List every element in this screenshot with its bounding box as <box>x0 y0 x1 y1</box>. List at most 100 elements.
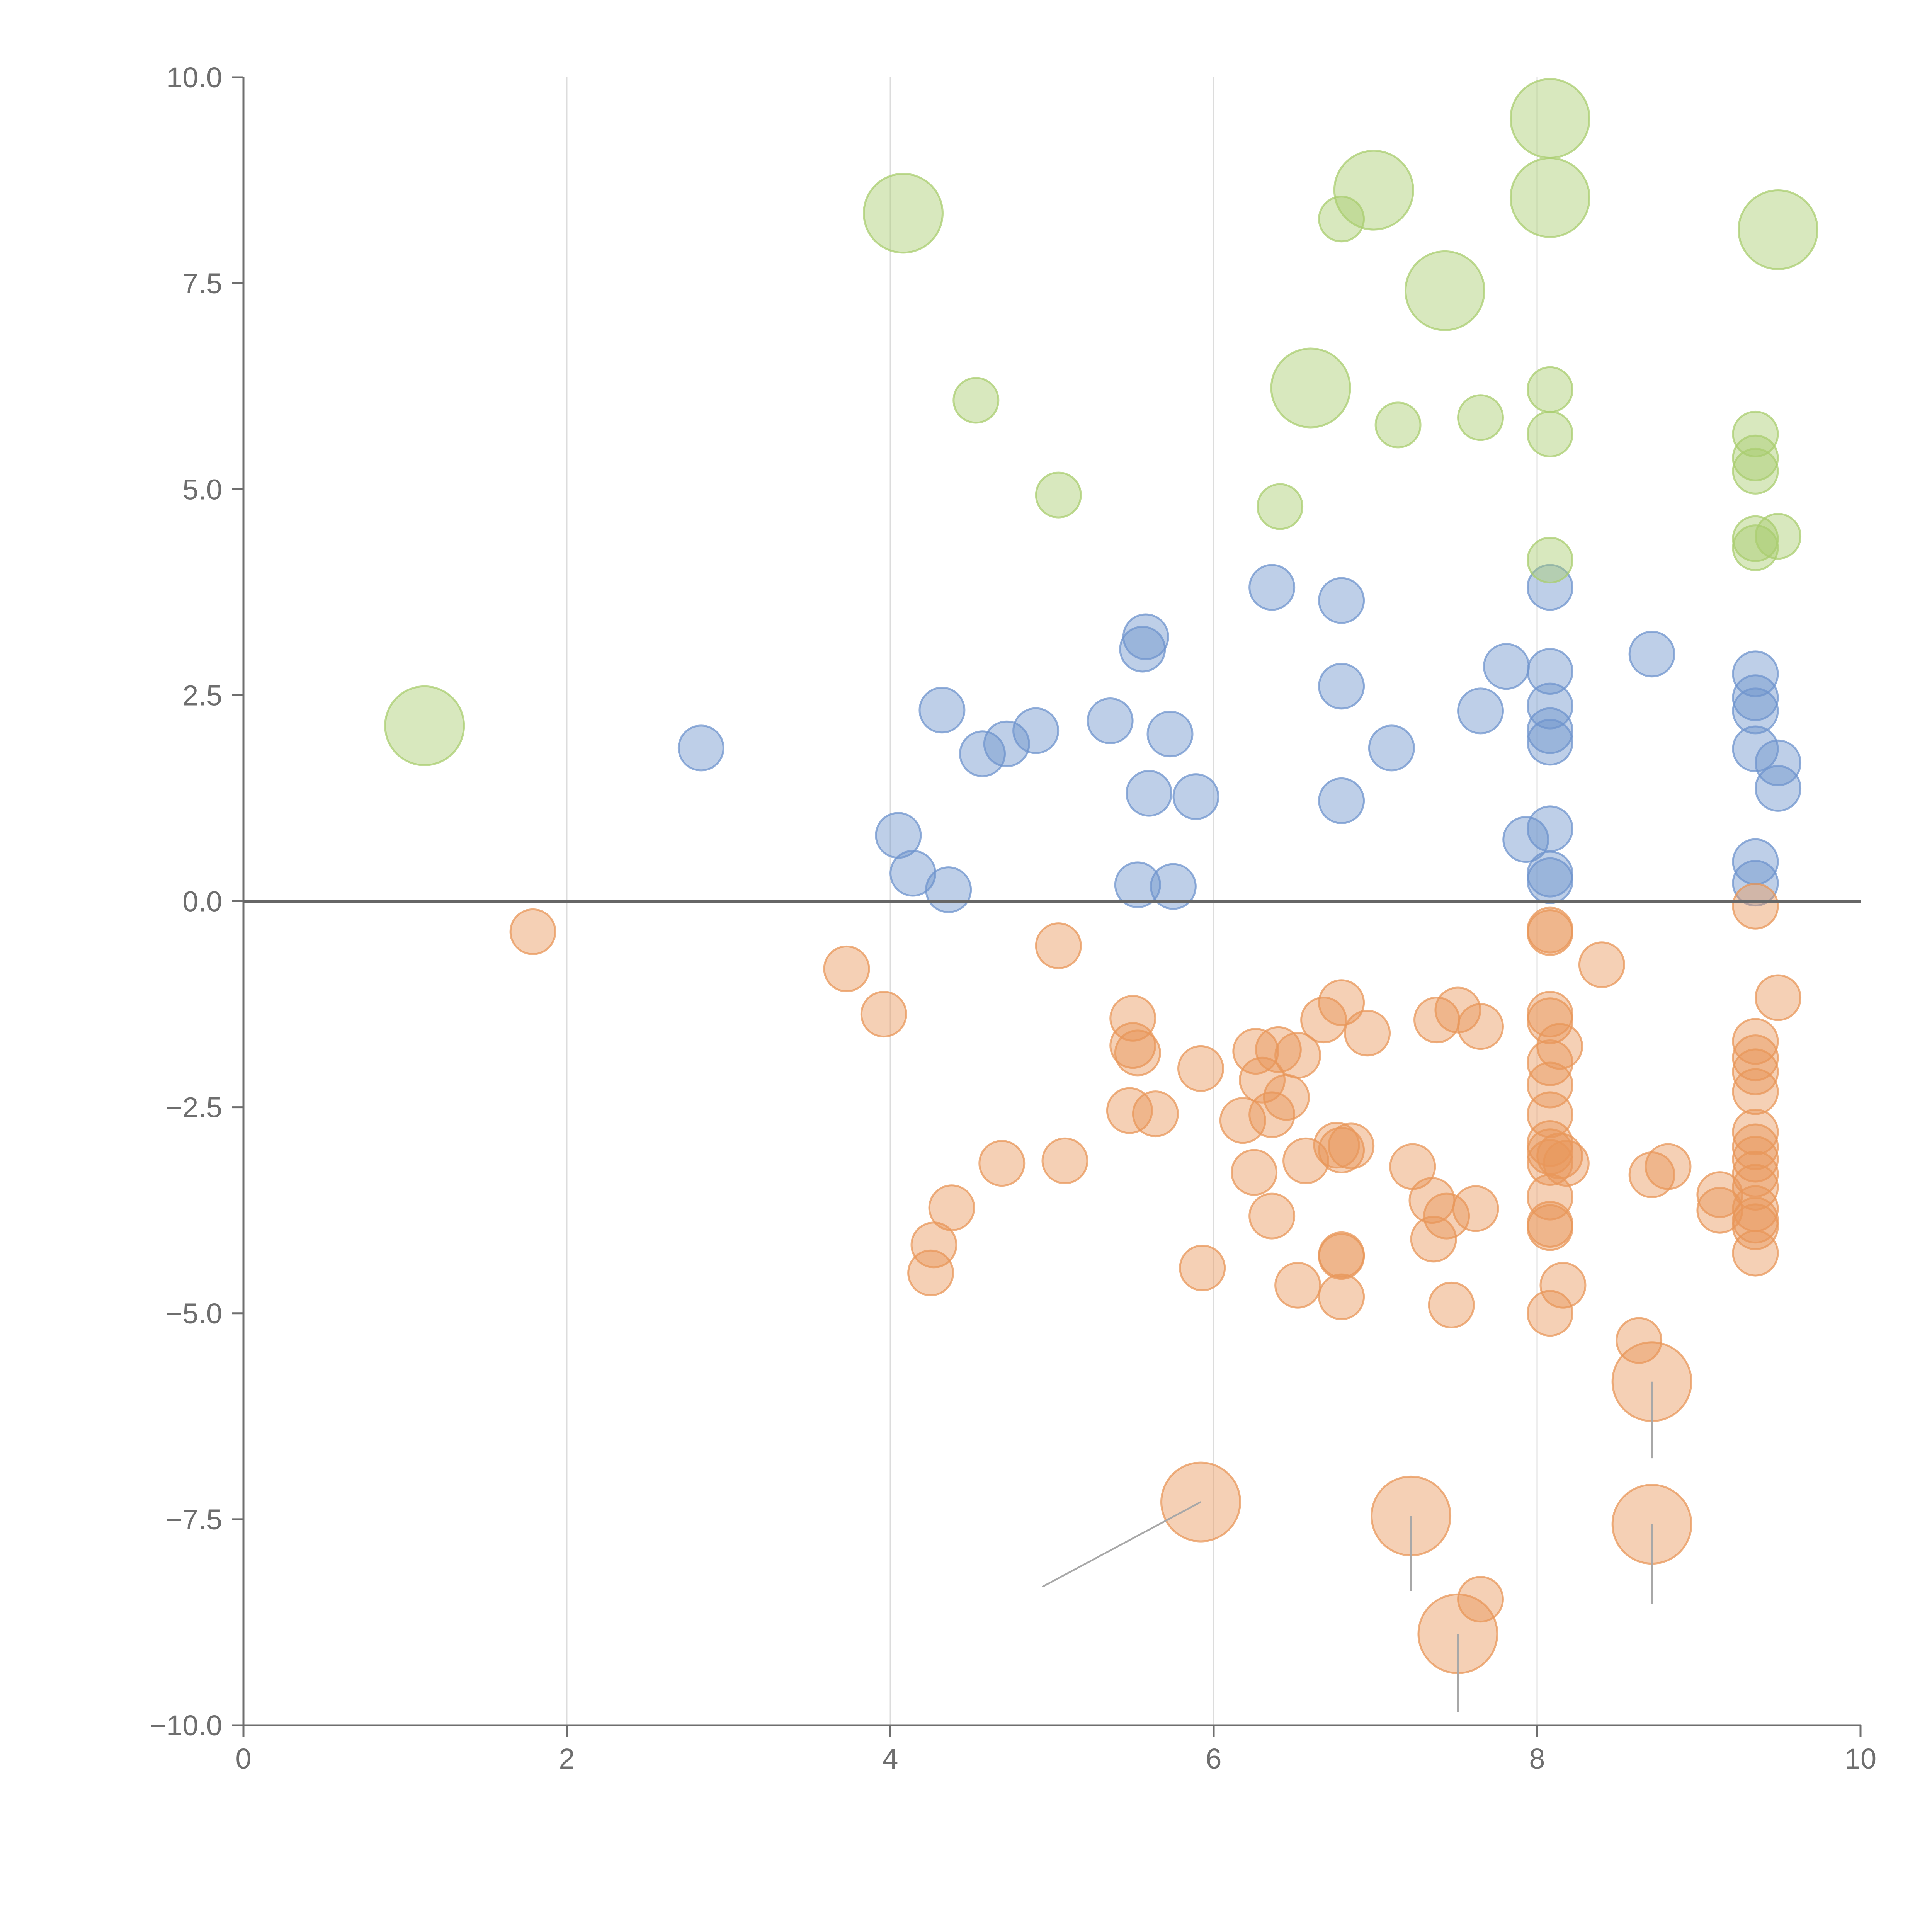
negative-point <box>1526 1204 1573 1251</box>
high-point <box>1404 250 1485 331</box>
negative-point <box>1239 1056 1286 1104</box>
negative-point <box>1732 1203 1779 1250</box>
negative-point <box>1274 1262 1321 1309</box>
negative-point <box>1732 1034 1779 1082</box>
negative-point <box>1539 1262 1587 1309</box>
negative-point <box>1526 1290 1573 1337</box>
x-tick-label: 10 <box>1845 1743 1876 1775</box>
negative-point <box>1457 1003 1504 1050</box>
positive-point <box>1114 861 1161 908</box>
y-tick-label: −7.5 <box>166 1503 222 1536</box>
high-point <box>1755 513 1802 560</box>
negative-point <box>1526 909 1573 956</box>
negative-point <box>1578 941 1625 988</box>
positive-point <box>1122 613 1169 660</box>
positive-point <box>1732 687 1779 735</box>
negative-point <box>1231 1149 1278 1196</box>
negative-point <box>1177 1045 1225 1092</box>
negative-point <box>1526 1091 1573 1138</box>
high-point <box>1270 347 1351 429</box>
x-tick-label: 8 <box>1529 1743 1545 1775</box>
negative-point <box>1526 997 1573 1044</box>
negative-point <box>1696 1171 1743 1218</box>
positive-point <box>889 850 937 897</box>
positive-point <box>1526 648 1573 695</box>
negative-point <box>1109 1022 1156 1069</box>
negative-point <box>509 908 556 955</box>
negative-point <box>1732 1150 1779 1197</box>
negative-point <box>1732 1109 1779 1156</box>
negative-point <box>1452 1185 1499 1232</box>
positive-point <box>1526 682 1573 730</box>
negative-point <box>1219 1097 1266 1144</box>
positive-point <box>1087 697 1134 744</box>
positive-point <box>1126 770 1173 817</box>
bubbles <box>384 78 1819 1674</box>
high-point <box>1732 524 1779 571</box>
y-tick-label: −10.0 <box>150 1709 222 1742</box>
positive-point <box>1732 725 1779 772</box>
high-point <box>1526 410 1573 457</box>
leader-lines <box>1042 1381 1653 1712</box>
positive-point <box>1526 857 1573 904</box>
positive-point <box>1146 711 1194 758</box>
negative-point <box>1732 1048 1779 1095</box>
negative-point <box>928 1184 975 1231</box>
positive-point <box>1172 773 1219 820</box>
high-point <box>952 377 1000 424</box>
negative-point <box>1344 1010 1391 1057</box>
leader-line <box>1042 1501 1201 1588</box>
negative-point <box>1428 1281 1475 1328</box>
positive-point <box>1755 739 1802 786</box>
high-point <box>1333 150 1414 231</box>
negative-point <box>1318 1273 1365 1320</box>
positive-point <box>1755 765 1802 812</box>
x-tick-label: 6 <box>1206 1743 1221 1775</box>
negative-point <box>1114 1029 1161 1077</box>
positive-point <box>983 720 1030 767</box>
positive-point <box>1628 631 1675 678</box>
positive-point <box>1483 643 1530 690</box>
positive-point <box>677 724 724 772</box>
x-tick-label: 0 <box>235 1743 251 1775</box>
negative-point <box>1755 974 1802 1021</box>
high-point <box>1526 366 1573 413</box>
y-tick-label: 0.0 <box>182 886 222 918</box>
high-point <box>1732 447 1779 495</box>
positive-point <box>1318 663 1365 710</box>
negative-point <box>1282 1137 1330 1184</box>
positive-point <box>875 812 922 859</box>
high-point <box>1732 410 1779 457</box>
positive-point <box>1368 724 1415 772</box>
negative-point <box>823 945 870 992</box>
negative-point <box>1328 1122 1375 1170</box>
negative-point <box>1255 1026 1302 1073</box>
high-point <box>1318 196 1365 243</box>
negative-point <box>1300 997 1347 1044</box>
negative-point <box>1732 1230 1779 1277</box>
high-point <box>1457 394 1504 441</box>
negative-point <box>1109 995 1156 1042</box>
y-tick-label: 10.0 <box>167 61 222 94</box>
positive-point <box>1248 564 1296 611</box>
negative-point <box>1179 1244 1226 1291</box>
y-tick-label: 2.5 <box>182 679 222 711</box>
positive-point <box>1457 687 1504 735</box>
high-point <box>384 685 465 766</box>
negative-point <box>1318 1233 1365 1280</box>
positive-point <box>925 866 972 913</box>
negative-point <box>860 991 907 1038</box>
negative-point <box>1732 883 1779 930</box>
positive-point <box>1318 577 1365 624</box>
positive-point <box>1526 719 1573 766</box>
high-point <box>1374 401 1422 449</box>
negative-point <box>1106 1087 1153 1134</box>
positive-point <box>1732 674 1779 721</box>
negative-point <box>1041 1137 1088 1184</box>
positive-point <box>1318 777 1365 824</box>
negative-point <box>1732 1068 1779 1115</box>
positive-point <box>1526 805 1573 852</box>
negative-point <box>1645 1143 1692 1190</box>
